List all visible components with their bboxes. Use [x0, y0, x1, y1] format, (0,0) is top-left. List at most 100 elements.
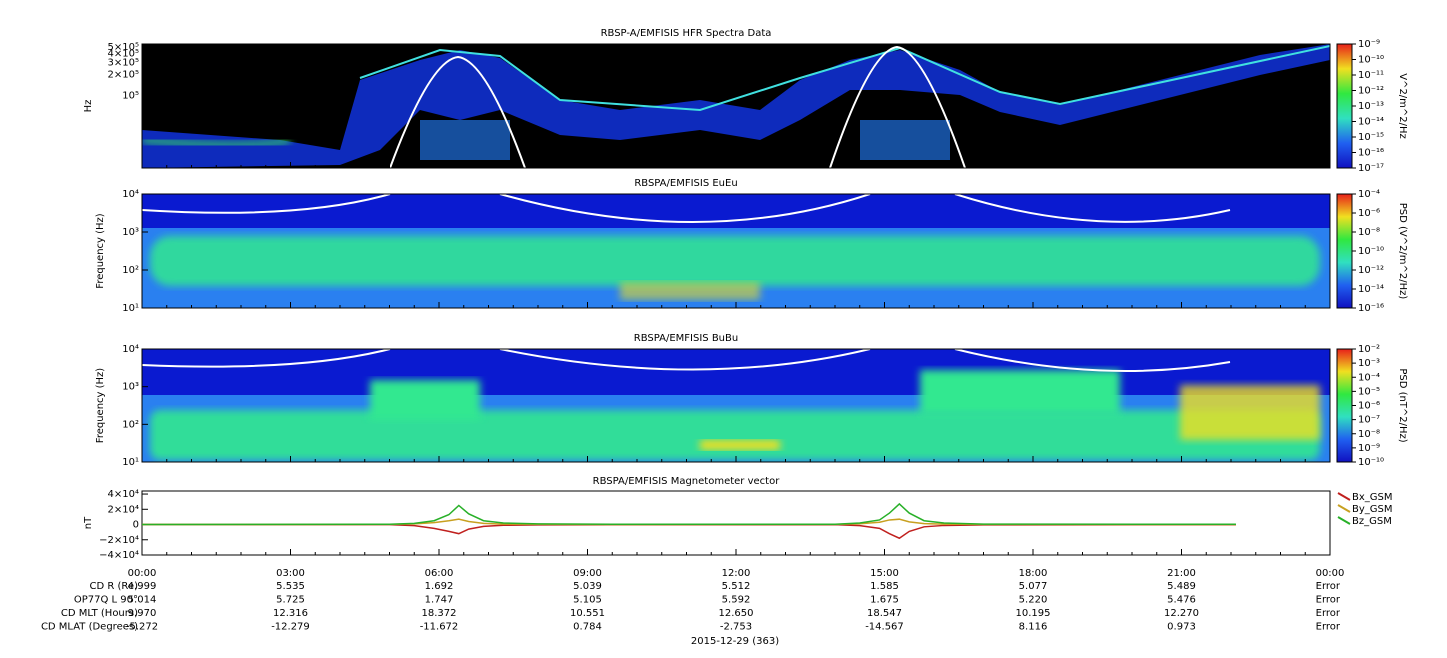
colorbar-tick-label: 10⁻⁸ [1358, 227, 1380, 238]
spectrogram-image [142, 44, 1330, 168]
ephemeris-label: OP77Q L 90° [74, 595, 138, 606]
x-tick-label: 15:00 [870, 568, 899, 579]
colorbar-tick-label: 10⁻⁷ [1358, 415, 1380, 426]
y-tick-label: 4×10⁵ [108, 49, 139, 60]
ephemeris-value: 5.077 [1019, 581, 1048, 592]
x-tick-label: 09:00 [573, 568, 602, 579]
y-tick-label: 10³ [122, 382, 139, 393]
colorbar-tick-label: 10⁻⁴ [1358, 189, 1380, 200]
ephemeris-value: 10.551 [570, 608, 605, 619]
ephemeris-value: 5.220 [1019, 595, 1048, 606]
ephemeris-value: Error [1316, 622, 1341, 633]
y-tick-label: −2×10⁴ [99, 535, 139, 546]
panel-title: RBSP-A/EMFISIS HFR Spectra Data [601, 28, 772, 39]
panel-title: RBSPA/EMFISIS BuBu [634, 333, 738, 344]
y-tick-label: 10⁴ [122, 344, 139, 355]
colorbar-tick-label: 10⁻⁹ [1358, 443, 1380, 454]
colorbar-tick-label: 10⁻¹⁰ [1358, 457, 1384, 468]
colorbar-tick-label: 10⁻¹⁵ [1358, 132, 1384, 143]
colorbar-tick-label: 10⁻⁸ [1358, 429, 1380, 440]
data-line [141, 523, 1236, 540]
y-tick-label: 2×10⁵ [108, 70, 139, 81]
ephemeris-value: 5.014 [128, 595, 157, 606]
panel-title: RBSPA/EMFISIS Magnetometer vector [593, 476, 781, 487]
ephemeris-label: CD MLT (Hours) [61, 608, 138, 619]
y-tick-label: 5×10⁵ [108, 42, 139, 53]
ephemeris-value: -12.279 [271, 622, 310, 633]
ephemeris-value: -14.567 [865, 622, 904, 633]
x-tick-label: 00:00 [1316, 568, 1345, 579]
ephemeris-value: 10.195 [1016, 608, 1051, 619]
ephemeris-value: 1.585 [870, 581, 899, 592]
colorbar-tick-label: 10⁻⁴ [1358, 372, 1380, 383]
legend-label: By_GSM [1352, 504, 1393, 515]
colorbar-label: V^2/m^2/Hz [1397, 73, 1408, 139]
ephemeris-value: Error [1316, 608, 1341, 619]
ephemeris-value: 5.489 [1167, 581, 1196, 592]
y-tick-label: 10² [122, 265, 139, 276]
colorbar-label: PSD (V^2/m^2/Hz) [1397, 203, 1408, 300]
colorbar-tick-label: 10⁻⁵ [1358, 386, 1380, 397]
colorbar-tick-label: 10⁻⁶ [1358, 401, 1380, 412]
plot-frame [141, 490, 1331, 556]
ephemeris-label: CD R (Re) [90, 581, 139, 592]
colorbar-tick-label: 10⁻¹³ [1358, 101, 1384, 112]
colorbar-tick-label: 10⁻¹⁰ [1358, 55, 1384, 66]
colorbar-tick-label: 10⁻¹⁴ [1358, 117, 1384, 128]
ephemeris-value: 8.116 [1019, 622, 1048, 633]
colorbar-tick-label: 10⁻¹⁶ [1358, 148, 1384, 159]
legend-label: Bz_GSM [1352, 516, 1392, 527]
y-axis-label: Frequency (Hz) [95, 368, 106, 444]
legend-label: Bx_GSM [1352, 492, 1393, 503]
legend-swatch [1337, 504, 1351, 513]
ephemeris-value: 5.105 [573, 595, 602, 606]
ephemeris-value: Error [1316, 581, 1341, 592]
panel-title: RBSPA/EMFISIS EuEu [634, 178, 737, 189]
ephemeris-value: 1.747 [425, 595, 454, 606]
x-tick-label: 06:00 [425, 568, 454, 579]
ephemeris-value: 12.650 [719, 608, 754, 619]
colorbar-tick-label: 10⁻³ [1358, 358, 1380, 369]
x-tick-label: 12:00 [722, 568, 751, 579]
ephemeris-value: 5.476 [1167, 595, 1196, 606]
y-axis-label: nT [83, 516, 94, 529]
y-axis-label: Hz [83, 100, 94, 113]
ephemeris-value: -11.672 [420, 622, 459, 633]
x-tick-label: 00:00 [128, 568, 157, 579]
y-tick-label: 10¹ [122, 457, 139, 468]
spectrogram-image [142, 349, 1330, 462]
ephemeris-value: 5.725 [276, 595, 305, 606]
y-tick-label: 10² [122, 419, 139, 430]
colorbar-tick-label: 10⁻⁶ [1358, 208, 1380, 219]
colorbar-tick-label: 10⁻¹⁷ [1358, 163, 1384, 174]
colorbar-tick-label: 10⁻⁹ [1358, 39, 1380, 50]
ephemeris-value: 0.973 [1167, 622, 1196, 633]
ephemeris-value: 1.692 [425, 581, 454, 592]
ephemeris-value: 5.512 [722, 581, 751, 592]
x-tick-label: 21:00 [1167, 568, 1196, 579]
data-line [141, 502, 1236, 526]
y-tick-label: 2×10⁴ [108, 504, 139, 515]
y-tick-label: 10⁵ [122, 90, 139, 101]
spectrogram-image [142, 194, 1330, 308]
ephemeris-value: -2.753 [720, 622, 752, 633]
legend-swatch [1337, 492, 1351, 501]
ephemeris-value: Error [1316, 595, 1341, 606]
y-tick-label: −4×10⁴ [99, 550, 139, 561]
ephemeris-value: 5.535 [276, 581, 305, 592]
colorbar-tick-label: 10⁻¹⁴ [1358, 284, 1384, 295]
date-label: 2015-12-29 (363) [691, 636, 779, 647]
ephemeris-value: 9.970 [128, 608, 157, 619]
colorbar [1336, 193, 1353, 309]
colorbar [1336, 43, 1353, 169]
ephemeris-label: CD MLAT (Degrees) [41, 622, 138, 633]
y-tick-label: 0 [133, 520, 139, 531]
ephemeris-value: 0.784 [573, 622, 602, 633]
y-axis-label: Frequency (Hz) [95, 213, 106, 289]
colorbar-tick-label: 10⁻¹² [1358, 265, 1384, 276]
colorbar-tick-label: 10⁻¹² [1358, 86, 1384, 97]
colorbar-tick-label: 10⁻¹⁰ [1358, 246, 1384, 257]
ephemeris-value: 4.999 [128, 581, 157, 592]
legend-swatch [1337, 516, 1351, 525]
